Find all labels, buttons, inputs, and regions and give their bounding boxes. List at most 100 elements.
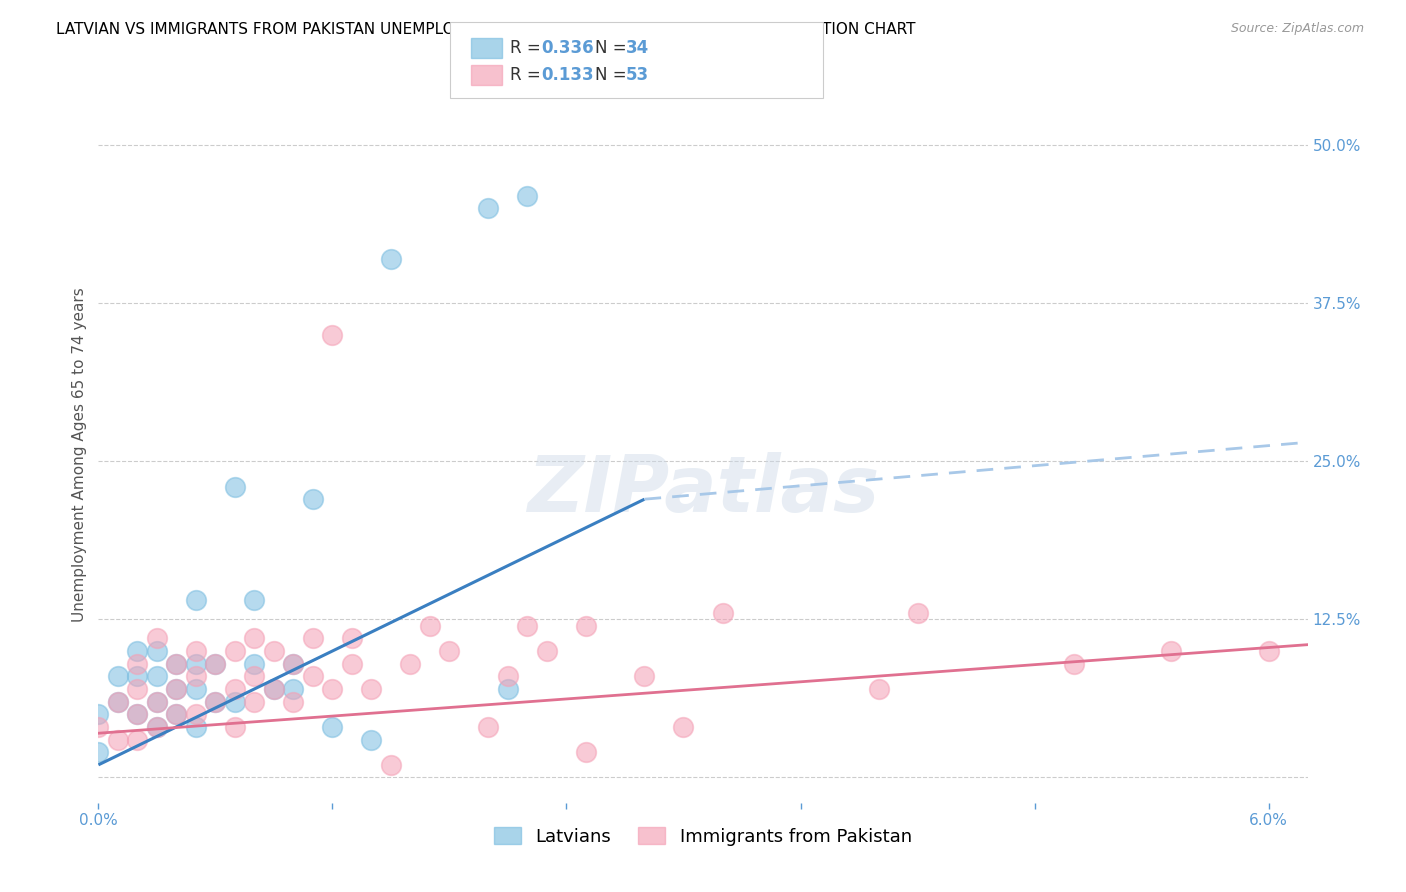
Point — [536, 644, 558, 658]
Point — [127, 707, 149, 722]
Text: 0.133: 0.133 — [541, 66, 593, 84]
Point — [127, 732, 149, 747]
Point — [243, 657, 266, 671]
Point — [302, 632, 325, 646]
Point — [633, 669, 655, 683]
Point — [204, 695, 226, 709]
Point — [165, 657, 187, 671]
Point — [107, 669, 129, 683]
Point — [243, 695, 266, 709]
Point — [204, 657, 226, 671]
Point — [575, 618, 598, 632]
Point — [146, 632, 169, 646]
Text: 34: 34 — [626, 39, 650, 57]
Point — [184, 593, 207, 607]
Point — [868, 681, 890, 696]
Point — [146, 720, 169, 734]
Legend: Latvians, Immigrants from Pakistan: Latvians, Immigrants from Pakistan — [486, 821, 920, 853]
Text: R =: R = — [510, 66, 547, 84]
Y-axis label: Unemployment Among Ages 65 to 74 years: Unemployment Among Ages 65 to 74 years — [72, 287, 87, 623]
Point — [224, 695, 246, 709]
Point — [380, 252, 402, 266]
Point — [127, 644, 149, 658]
Point — [321, 327, 343, 342]
Point — [477, 720, 499, 734]
Point — [1063, 657, 1085, 671]
Point — [340, 657, 363, 671]
Point — [184, 644, 207, 658]
Point — [243, 593, 266, 607]
Text: ZIPatlas: ZIPatlas — [527, 451, 879, 528]
Point — [243, 669, 266, 683]
Point — [302, 669, 325, 683]
Point — [711, 606, 734, 620]
Point — [496, 681, 519, 696]
Point — [283, 695, 305, 709]
Point — [127, 707, 149, 722]
Point — [87, 745, 110, 759]
Point — [419, 618, 441, 632]
Point — [516, 618, 538, 632]
Point — [575, 745, 598, 759]
Point — [439, 644, 461, 658]
Point — [127, 681, 149, 696]
Point — [184, 720, 207, 734]
Point — [283, 657, 305, 671]
Point — [127, 657, 149, 671]
Point — [672, 720, 695, 734]
Point — [263, 644, 285, 658]
Point — [1257, 644, 1279, 658]
Point — [283, 681, 305, 696]
Point — [360, 681, 382, 696]
Point — [477, 201, 499, 215]
Point — [107, 695, 129, 709]
Point — [204, 695, 226, 709]
Point — [184, 669, 207, 683]
Point — [321, 681, 343, 696]
Point — [224, 479, 246, 493]
Point — [165, 707, 187, 722]
Point — [224, 681, 246, 696]
Point — [184, 707, 207, 722]
Point — [146, 695, 169, 709]
Text: LATVIAN VS IMMIGRANTS FROM PAKISTAN UNEMPLOYMENT AMONG AGES 65 TO 74 YEARS CORRE: LATVIAN VS IMMIGRANTS FROM PAKISTAN UNEM… — [56, 22, 915, 37]
Text: 53: 53 — [626, 66, 648, 84]
Point — [496, 669, 519, 683]
Point — [146, 720, 169, 734]
Point — [224, 720, 246, 734]
Point — [360, 732, 382, 747]
Point — [1160, 644, 1182, 658]
Point — [340, 632, 363, 646]
Point — [380, 757, 402, 772]
Text: R =: R = — [510, 39, 547, 57]
Point — [146, 669, 169, 683]
Point — [87, 720, 110, 734]
Point — [107, 695, 129, 709]
Point — [107, 732, 129, 747]
Point — [184, 657, 207, 671]
Point — [302, 492, 325, 507]
Point — [146, 695, 169, 709]
Point — [263, 681, 285, 696]
Point — [243, 632, 266, 646]
Point — [184, 681, 207, 696]
Point — [321, 720, 343, 734]
Point — [146, 644, 169, 658]
Point — [87, 707, 110, 722]
Point — [165, 681, 187, 696]
Text: N =: N = — [595, 39, 631, 57]
Text: Source: ZipAtlas.com: Source: ZipAtlas.com — [1230, 22, 1364, 36]
Point — [204, 657, 226, 671]
Text: 0.336: 0.336 — [541, 39, 593, 57]
Point — [907, 606, 929, 620]
Point — [127, 669, 149, 683]
Point — [516, 188, 538, 202]
Point — [165, 657, 187, 671]
Point — [263, 681, 285, 696]
Point — [224, 644, 246, 658]
Point — [399, 657, 422, 671]
Point — [165, 707, 187, 722]
Text: N =: N = — [595, 66, 631, 84]
Point — [283, 657, 305, 671]
Point — [165, 681, 187, 696]
